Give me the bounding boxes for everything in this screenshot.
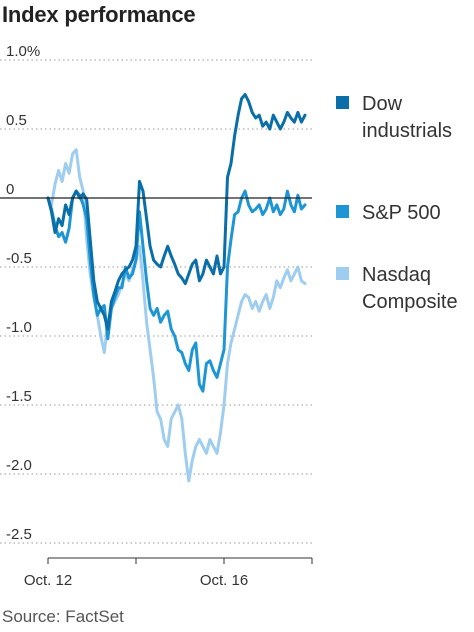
- series-line-s-p-500: [46, 189, 307, 393]
- line-chart: 1.0%0.50-0.5-1.0-1.5-2.0-2.5 Oct. 12 Oct.…: [0, 43, 458, 589]
- x-tick-label: Oct. 12: [24, 572, 72, 589]
- y-tick-label: -2.5: [6, 526, 32, 543]
- series-lines: [46, 93, 307, 483]
- y-tick-label: -1.5: [6, 388, 32, 405]
- y-tick-label: -0.5: [6, 250, 32, 267]
- y-tick-label: -2.0: [6, 457, 32, 474]
- source-note: Source: FactSet: [2, 607, 124, 626]
- x-axis: Oct. 12 Oct. 16: [24, 557, 313, 589]
- legend-swatch: [336, 267, 349, 280]
- legend-swatch: [336, 205, 349, 218]
- legend-label: S&P 500: [362, 202, 441, 224]
- y-tick-label: 1.0%: [6, 43, 40, 60]
- x-tick-label: Oct. 16: [200, 572, 248, 589]
- y-tick-label: 0.5: [6, 112, 27, 129]
- legend-label: Nasdaq Composite: [362, 264, 458, 313]
- legend-label: Dow industrials: [362, 93, 452, 142]
- y-axis-ticks: 1.0% 0.5 0 -0.5 -1.0 -1.5 -2.0 -2.5: [0, 43, 312, 544]
- series-line-dow-industrials: [46, 93, 307, 331]
- y-tick-label: 0: [6, 181, 14, 198]
- y-tick-label: -1.0: [6, 319, 32, 336]
- legend-swatch: [336, 96, 349, 109]
- chart-title: Index performance: [2, 2, 196, 27]
- legend: Dow industrials S&P 500 Nasdaq Composite: [336, 93, 458, 313]
